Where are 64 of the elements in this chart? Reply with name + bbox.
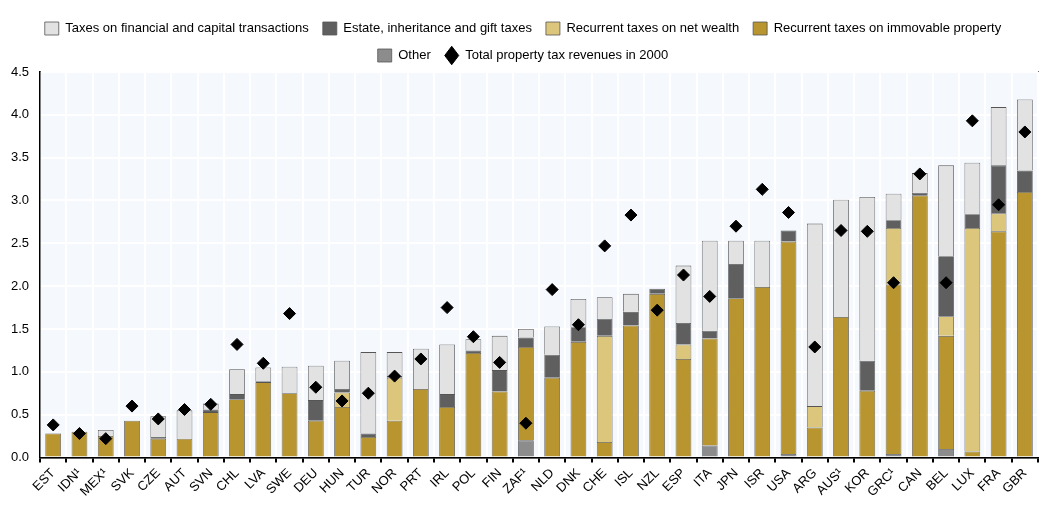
point: [361, 386, 375, 400]
point: [703, 289, 717, 303]
point: [860, 224, 874, 238]
x-tick-label: BEL: [922, 465, 951, 494]
point: [887, 276, 901, 290]
point: [939, 276, 953, 290]
point: [178, 403, 192, 417]
x-tick-label: NZL: [633, 465, 662, 494]
y-tick-label: 3.5: [10, 149, 30, 165]
y-tick-label: 0.0: [10, 449, 30, 465]
point: [204, 397, 218, 411]
x-tick-label: FRA: [974, 464, 1004, 495]
point: [1018, 125, 1032, 139]
point: [493, 355, 507, 369]
x-tick-label: CZE: [133, 464, 164, 495]
x-tick-label: POL: [449, 465, 479, 495]
point: [72, 427, 86, 440]
point: [545, 283, 559, 297]
legend-label: Recurrent taxes on immovable property: [773, 20, 1002, 36]
point: [598, 239, 612, 253]
point: [834, 223, 848, 237]
point: [624, 208, 638, 222]
point: [46, 418, 60, 432]
y-tick-label: 1.0: [10, 363, 30, 379]
y-tick-label: 4.0: [10, 106, 30, 122]
point: [466, 330, 480, 344]
x-tick-label: CHL: [212, 465, 242, 495]
point: [650, 303, 664, 317]
y-tick-label: 4.5: [10, 63, 30, 79]
y-tick-label: 1.5: [10, 320, 30, 336]
point: [676, 268, 690, 282]
point: [388, 369, 402, 383]
legend-label: Taxes on financial and capital transactions: [65, 20, 310, 36]
x-tick-label: NLD: [527, 465, 557, 495]
legend-label: Other: [398, 47, 432, 63]
y-tick-label: 2.0: [10, 277, 30, 293]
point: [283, 307, 297, 321]
x-tick-label: ITA: [690, 464, 715, 490]
point: [125, 399, 139, 413]
point: [151, 412, 165, 426]
point: [965, 114, 979, 128]
x-tick-label: ESP: [659, 465, 689, 495]
point: [519, 416, 533, 430]
legend-label: Total property tax revenues in 2000: [465, 47, 669, 63]
point: [230, 337, 244, 351]
y-tick-label: 2.5: [10, 234, 30, 250]
y-tick-label: 3.0: [10, 192, 30, 208]
legend-label: Recurrent taxes on net wealth: [566, 20, 740, 36]
point: [256, 356, 270, 370]
point: [782, 205, 796, 219]
y-tick-label: 0.5: [10, 406, 30, 422]
point: [992, 198, 1006, 212]
x-tick-label: JPN: [712, 465, 741, 494]
x-tick-label: IRL: [426, 465, 452, 490]
point: [913, 167, 927, 181]
x-tick-label: ISL: [611, 465, 636, 490]
point: [99, 432, 113, 446]
point: [755, 182, 769, 196]
point: [440, 301, 454, 315]
point: [808, 340, 822, 354]
legend-label: Estate, inheritance and gift taxes: [343, 20, 533, 36]
point: [571, 318, 585, 332]
point: [414, 352, 428, 366]
point: [729, 219, 743, 233]
